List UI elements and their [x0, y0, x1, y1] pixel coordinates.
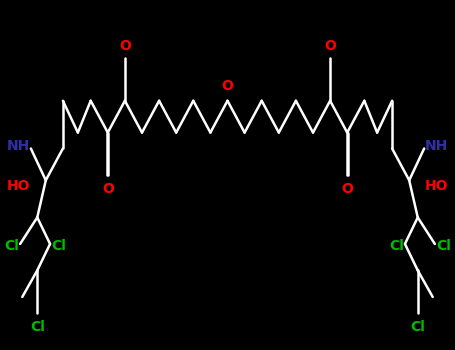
Text: NH: NH [425, 139, 448, 153]
Text: Cl: Cl [389, 239, 404, 253]
Text: O: O [324, 39, 336, 53]
Text: HO: HO [6, 178, 30, 192]
Text: O: O [119, 39, 131, 53]
Text: Cl: Cl [30, 320, 45, 334]
Text: Cl: Cl [51, 239, 66, 253]
Text: O: O [341, 182, 353, 196]
Text: NH: NH [7, 139, 30, 153]
Text: Cl: Cl [4, 239, 19, 253]
Text: Cl: Cl [410, 320, 425, 334]
Text: O: O [222, 79, 233, 93]
Text: HO: HO [425, 178, 449, 192]
Text: Cl: Cl [436, 239, 451, 253]
Text: O: O [102, 182, 114, 196]
